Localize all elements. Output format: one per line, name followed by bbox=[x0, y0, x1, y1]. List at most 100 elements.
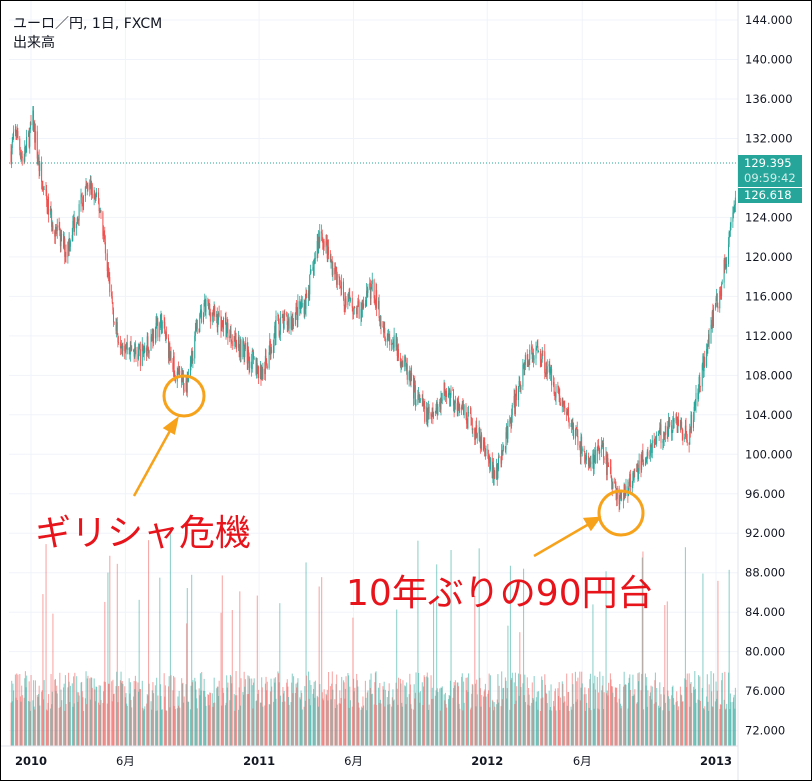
volume-bar bbox=[668, 696, 670, 746]
volume-bar bbox=[191, 574, 193, 746]
candle bbox=[522, 364, 524, 387]
candle bbox=[178, 369, 179, 375]
candle bbox=[599, 449, 601, 454]
volume-bar bbox=[168, 676, 170, 746]
candle bbox=[706, 348, 708, 367]
volume-bar bbox=[251, 678, 253, 746]
y-tick-label: 88.000 bbox=[745, 566, 785, 580]
candle bbox=[15, 129, 17, 134]
time-axis[interactable]: 2010 6月 2011 6月 2012 6月 2013 bbox=[15, 754, 732, 768]
volume-bar bbox=[266, 681, 268, 746]
symbol-legend[interactable]: ユーロ／円, 1日, FXCM bbox=[13, 16, 163, 32]
volume-bar bbox=[304, 700, 306, 746]
candle bbox=[89, 183, 91, 190]
volume-bar bbox=[195, 689, 197, 746]
candle bbox=[388, 333, 389, 337]
candle bbox=[619, 492, 621, 497]
volume-bar bbox=[261, 687, 263, 746]
volume-bar bbox=[107, 572, 109, 746]
candle bbox=[703, 357, 705, 372]
candle bbox=[104, 242, 106, 254]
volume-bar bbox=[308, 671, 310, 746]
volume-bar bbox=[628, 677, 630, 746]
candle bbox=[581, 436, 583, 452]
candle bbox=[329, 254, 331, 263]
candle bbox=[423, 403, 425, 407]
candle bbox=[246, 343, 248, 364]
volume-bar bbox=[619, 703, 621, 746]
candle bbox=[518, 386, 519, 401]
candle bbox=[454, 400, 456, 413]
volume-bar bbox=[461, 673, 463, 746]
volume-bar bbox=[681, 701, 683, 746]
volume-bar bbox=[686, 673, 688, 746]
candle bbox=[199, 311, 201, 315]
volume-bar bbox=[51, 691, 53, 746]
candle bbox=[165, 334, 167, 337]
candle bbox=[323, 241, 325, 248]
candle bbox=[494, 470, 496, 479]
candle bbox=[431, 407, 433, 417]
volume-bar bbox=[301, 693, 303, 746]
y-tick-label: 136.000 bbox=[745, 92, 793, 106]
volume-bar bbox=[45, 544, 47, 746]
candle bbox=[81, 194, 83, 197]
candle bbox=[339, 277, 341, 286]
candle bbox=[393, 341, 394, 348]
volume-bar bbox=[78, 692, 80, 746]
candle bbox=[148, 348, 149, 354]
candle bbox=[471, 417, 473, 419]
volume-bar bbox=[190, 685, 192, 746]
volume-bar bbox=[644, 673, 646, 746]
volume-bar bbox=[82, 697, 84, 746]
candle bbox=[291, 317, 293, 324]
volume-bars bbox=[10, 532, 736, 746]
candle bbox=[708, 334, 710, 344]
volume-bar bbox=[160, 696, 162, 746]
volume-bar bbox=[518, 695, 520, 746]
volume-bar bbox=[470, 707, 472, 746]
volume-bar bbox=[238, 709, 240, 746]
volume-bar bbox=[226, 687, 228, 746]
price-axis[interactable]: 144.000140.000136.000132.000124.000120.0… bbox=[745, 13, 793, 738]
volume-bar bbox=[325, 693, 327, 746]
candle bbox=[725, 263, 727, 268]
candle bbox=[396, 338, 398, 356]
candle bbox=[113, 321, 115, 323]
candle bbox=[299, 307, 301, 310]
candle bbox=[542, 350, 544, 352]
volume-bar bbox=[69, 702, 71, 746]
volume-bar bbox=[329, 686, 331, 746]
candle bbox=[68, 241, 69, 251]
volume-bar bbox=[295, 683, 297, 746]
volume-bar bbox=[77, 701, 79, 746]
volume-bar bbox=[163, 673, 165, 746]
candle bbox=[399, 357, 401, 366]
volume-bar bbox=[259, 702, 261, 746]
volume-bar bbox=[73, 703, 75, 746]
candle bbox=[443, 382, 445, 400]
volume-bar bbox=[273, 701, 275, 746]
volume-bar bbox=[489, 707, 491, 746]
volume-bar bbox=[417, 540, 419, 746]
volume-bar bbox=[493, 710, 495, 746]
volume-bar bbox=[496, 704, 498, 746]
candle bbox=[417, 395, 419, 404]
volume-bar bbox=[157, 695, 159, 746]
volume-bar bbox=[681, 695, 683, 746]
volume-bar bbox=[621, 705, 623, 746]
candle bbox=[360, 309, 362, 319]
volume-bar bbox=[445, 704, 447, 746]
x-tick-label: 2010 bbox=[15, 754, 47, 768]
volume-bar bbox=[340, 697, 342, 746]
last-price-tag: 129.395 09:59:42 bbox=[738, 155, 802, 187]
candle bbox=[170, 351, 172, 363]
volume-bar bbox=[331, 671, 333, 746]
candle bbox=[29, 122, 31, 130]
volume-bar bbox=[454, 685, 456, 746]
volume-bar bbox=[462, 710, 464, 746]
volume-legend[interactable]: 出来高 bbox=[13, 35, 55, 51]
volume-bar bbox=[297, 678, 299, 746]
volume-bar bbox=[321, 577, 323, 746]
